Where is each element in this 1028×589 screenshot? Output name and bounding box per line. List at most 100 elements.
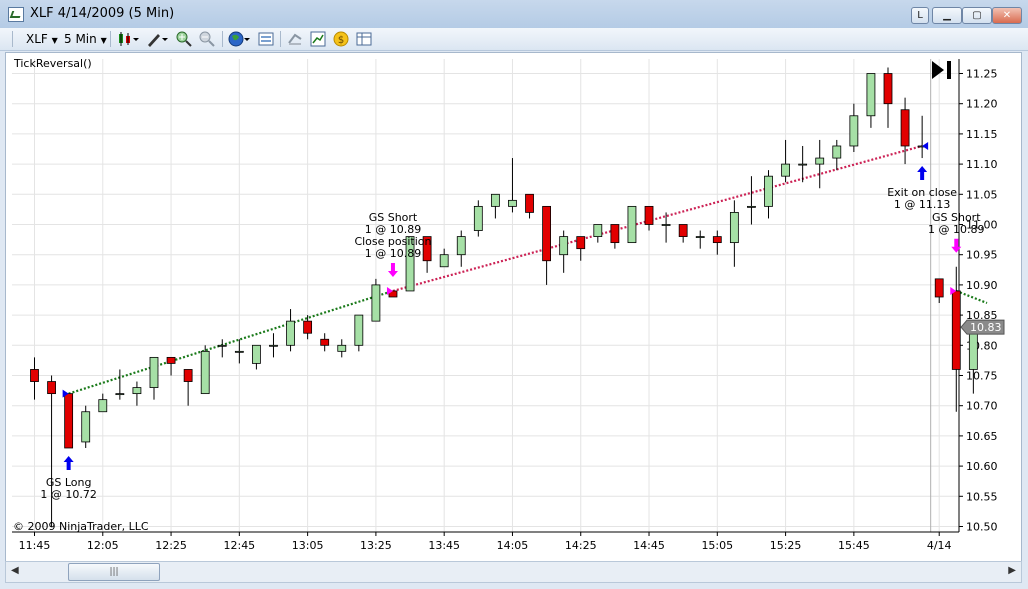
period-label: 5 Min bbox=[64, 32, 97, 46]
candle-body bbox=[81, 411, 91, 443]
candle-body bbox=[747, 205, 756, 208]
scrollbar-thumb[interactable]: ||| bbox=[68, 563, 160, 581]
candle-body bbox=[30, 369, 39, 382]
title-bar: XLF 4/14/2009 (5 Min) L ▁ ▢ ✕ bbox=[0, 0, 1028, 29]
candle-body bbox=[200, 350, 210, 395]
scroll-to-end-icon[interactable] bbox=[930, 59, 954, 81]
execution-label: 1 @ 10.89 bbox=[365, 223, 421, 236]
candle-body bbox=[490, 193, 500, 207]
exit-arrow bbox=[917, 166, 928, 181]
execution-label: 1 @ 11.13 bbox=[894, 198, 950, 211]
price-tick-label: 10.55 bbox=[966, 490, 998, 503]
strategy-icon[interactable] bbox=[287, 31, 303, 47]
entry-triangle-marker bbox=[950, 286, 957, 295]
maximize-button[interactable]: ▢ bbox=[962, 7, 992, 24]
candlestick-style-icon[interactable] bbox=[117, 31, 139, 47]
candle-body bbox=[371, 284, 381, 322]
execution-label: Close position bbox=[354, 235, 431, 248]
candle-body bbox=[149, 356, 159, 388]
copyright-label: © 2009 NinjaTrader, LLC bbox=[13, 520, 149, 533]
instrument-selector[interactable]: XLF ▼ bbox=[26, 31, 58, 47]
indicators-icon[interactable] bbox=[310, 31, 326, 47]
time-tick-label: 13:05 bbox=[292, 539, 324, 552]
price-tick-label: 10.50 bbox=[966, 521, 998, 534]
price-tick-label: 11.20 bbox=[966, 98, 998, 111]
data-box-icon[interactable] bbox=[356, 31, 372, 47]
entry-triangle-marker bbox=[62, 389, 69, 398]
time-tick-label: 11:45 bbox=[19, 539, 51, 552]
execution-label: Exit on close bbox=[887, 186, 957, 199]
candle-body bbox=[269, 344, 278, 347]
candle-body bbox=[303, 320, 313, 334]
candle-body bbox=[473, 205, 483, 231]
candle-body bbox=[764, 175, 773, 207]
candle-body bbox=[781, 163, 790, 177]
long-entry-arrow bbox=[63, 455, 74, 470]
candle-body bbox=[576, 236, 586, 250]
entry-triangle-marker bbox=[386, 286, 393, 295]
price-tick-label: 10.70 bbox=[966, 400, 998, 413]
price-tick-label: 10.60 bbox=[966, 460, 998, 473]
price-tick-label: 10.90 bbox=[966, 279, 998, 292]
toolbar-grip bbox=[12, 31, 13, 47]
chart-panel[interactable]: 10.50 10.55 10.60 10.65 10.70 10.75 10.80 10.85… bbox=[5, 52, 1022, 562]
price-tick-label: 10.85 bbox=[966, 309, 998, 322]
market-coin-icon[interactable]: $ bbox=[333, 31, 349, 47]
price-tick-label: 11.25 bbox=[966, 68, 998, 81]
time-tick-label: 4/14 bbox=[927, 539, 952, 552]
candle-body bbox=[439, 254, 449, 268]
globe-icon[interactable] bbox=[228, 31, 250, 47]
candle-body bbox=[678, 224, 688, 237]
price-tick-label: 10.75 bbox=[966, 370, 998, 383]
price-tick-label: 10.95 bbox=[966, 249, 998, 262]
time-tick-label: 13:45 bbox=[428, 539, 460, 552]
time-tick-label: 14:25 bbox=[565, 539, 597, 552]
candle-body bbox=[98, 399, 108, 413]
trend-line bbox=[392, 144, 923, 293]
candle-body bbox=[900, 109, 910, 147]
candle-body bbox=[815, 157, 825, 165]
candle-body bbox=[286, 320, 295, 346]
candle-body bbox=[354, 314, 364, 346]
toolbar-divider bbox=[110, 31, 111, 47]
candle-body bbox=[849, 115, 859, 147]
candle-body bbox=[951, 290, 961, 370]
candle-body bbox=[627, 205, 637, 244]
scroll-right-icon[interactable]: ▶ bbox=[1008, 565, 1016, 576]
period-selector[interactable]: 5 Min ▼ bbox=[64, 31, 107, 47]
candle-body bbox=[132, 387, 142, 395]
candle-body bbox=[64, 393, 74, 449]
price-chart[interactable]: 10.5010.5510.6010.6510.7010.7510.8010.85… bbox=[6, 53, 1021, 561]
zoom-out-icon[interactable] bbox=[199, 31, 215, 47]
chevron-down-icon: ▼ bbox=[51, 36, 58, 45]
trend-line bbox=[955, 289, 988, 305]
window-title: XLF 4/14/2009 (5 Min) bbox=[30, 6, 175, 21]
price-tick-label: 11.00 bbox=[966, 219, 998, 232]
execution-label: GS Long bbox=[46, 476, 92, 489]
properties-icon[interactable] bbox=[258, 31, 274, 47]
candle-body bbox=[508, 199, 517, 207]
time-tick-label: 12:45 bbox=[223, 539, 255, 552]
last-price-marker bbox=[960, 319, 1005, 335]
time-tick-label: 13:25 bbox=[360, 539, 392, 552]
scroll-left-icon[interactable]: ◀ bbox=[11, 565, 19, 576]
close-button[interactable]: ✕ bbox=[992, 7, 1022, 24]
link-button[interactable]: L bbox=[911, 7, 929, 24]
price-tick-label: 10.65 bbox=[966, 430, 998, 443]
last-price-label: 10.83 bbox=[970, 321, 1002, 334]
candle-body bbox=[934, 278, 944, 298]
time-tick-label: 12:05 bbox=[87, 539, 119, 552]
zoom-in-icon[interactable] bbox=[176, 31, 192, 47]
time-tick-label: 15:25 bbox=[770, 539, 802, 552]
time-tick-label: 15:05 bbox=[701, 539, 733, 552]
trend-line bbox=[68, 289, 394, 395]
candle-body bbox=[456, 236, 466, 256]
drawing-pencil-icon[interactable] bbox=[146, 31, 168, 47]
minimize-button[interactable]: ▁ bbox=[932, 7, 962, 24]
candle-body bbox=[405, 236, 415, 292]
price-tick-label: 11.15 bbox=[966, 128, 998, 141]
candle-body bbox=[832, 145, 842, 159]
horizontal-scrollbar[interactable]: ◀ ||| ▶ bbox=[5, 561, 1022, 583]
candle-body bbox=[593, 224, 603, 237]
candle-body bbox=[661, 224, 671, 226]
